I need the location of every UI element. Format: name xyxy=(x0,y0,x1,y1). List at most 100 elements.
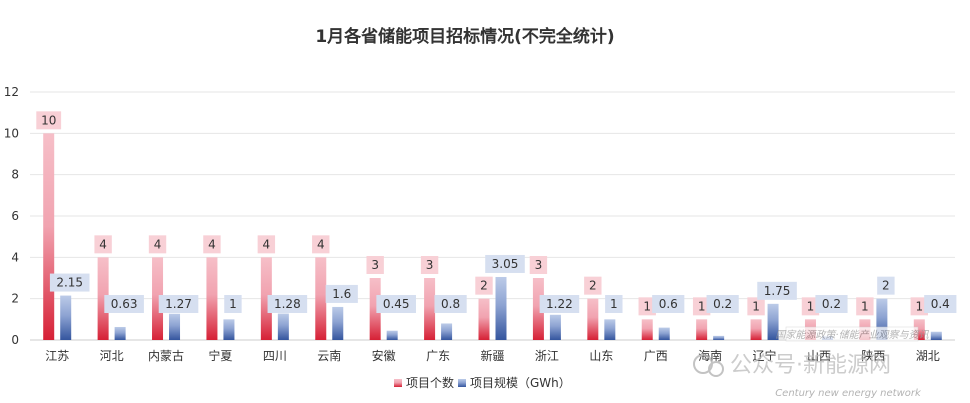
data-label-scale: 2 xyxy=(882,279,890,293)
data-label-scale: 1.75 xyxy=(764,284,791,298)
bar-project-scale xyxy=(332,306,344,340)
data-label-scale: 1 xyxy=(610,297,618,311)
watermark-main-text: 公众号·新能源网 xyxy=(730,353,891,378)
data-label-count: 4 xyxy=(317,237,325,251)
data-label-count: 4 xyxy=(99,237,107,251)
bar-project-count xyxy=(315,257,327,340)
x-category-label: 辽宁 xyxy=(753,348,777,363)
bar-project-scale xyxy=(169,313,181,340)
data-label-box xyxy=(706,295,739,313)
data-label-count: 3 xyxy=(371,258,379,272)
bar-project-scale xyxy=(277,313,289,340)
legend-swatch-scale xyxy=(458,379,466,387)
data-label-count: 4 xyxy=(154,237,162,251)
data-label-box xyxy=(652,295,685,313)
data-label-scale: 0.4 xyxy=(931,297,950,311)
x-category-label: 新疆 xyxy=(480,348,504,363)
data-label-scale: 3.05 xyxy=(492,257,519,271)
data-label-count: 3 xyxy=(535,258,543,272)
x-category-label: 河北 xyxy=(100,349,124,363)
data-label-box xyxy=(257,235,276,254)
data-label-scale: 1.28 xyxy=(274,297,301,311)
data-label-count: 1 xyxy=(915,299,923,313)
x-category-label: 湖北 xyxy=(916,348,940,363)
bar-project-scale xyxy=(604,319,616,340)
bar-project-count xyxy=(369,278,381,340)
data-label-count: 1 xyxy=(861,299,869,313)
x-category-label: 陕西 xyxy=(861,348,885,363)
data-label-box xyxy=(692,297,711,316)
data-label-box xyxy=(529,256,548,274)
data-label-box xyxy=(36,111,62,130)
bar-project-count xyxy=(696,319,708,340)
chart-title: 1月各省储能项目招标情况(不完全统计) xyxy=(315,26,614,47)
x-category-label: 宁夏 xyxy=(208,348,232,363)
bar-project-count xyxy=(97,257,109,340)
data-label-scale: 0.2 xyxy=(713,297,732,311)
x-category-label: 四川 xyxy=(263,349,287,363)
x-category-label: 云南 xyxy=(317,348,341,363)
bar-project-count xyxy=(478,298,490,340)
data-label-scale: 1.6 xyxy=(332,287,351,301)
bar-project-scale xyxy=(60,295,72,340)
data-label-scale: 0.63 xyxy=(111,297,138,311)
x-axis: 江苏 河北 内蒙古 宁夏 四川 云南 安徽 广东 新疆 浙江 山东 广西 海南 辽宁 山西 陕西 湖北 xyxy=(45,348,940,363)
data-label-box xyxy=(584,276,602,295)
data-label-box xyxy=(638,297,656,316)
y-tick-label: 0 xyxy=(11,333,19,347)
data-label-box xyxy=(910,297,928,316)
bar-project-count xyxy=(424,278,436,340)
data-label-count: 2 xyxy=(589,279,597,293)
data-label-box xyxy=(94,235,112,254)
data-label-count: 3 xyxy=(426,258,434,272)
data-label-box xyxy=(148,235,167,254)
data-label-count: 1 xyxy=(752,299,760,313)
data-label-box xyxy=(325,284,358,303)
bar-project-scale xyxy=(713,335,725,340)
bar-project-scale xyxy=(930,331,942,340)
bar-project-scale xyxy=(495,276,507,340)
x-category-label: 山西 xyxy=(807,349,831,363)
wechat-logo-icon xyxy=(693,354,724,377)
data-label-count: 4 xyxy=(208,237,216,251)
legend-swatch-count xyxy=(394,379,402,387)
y-tick-label: 12 xyxy=(4,85,19,99)
data-label-count: 1 xyxy=(807,299,815,313)
data-label-box xyxy=(856,297,874,316)
data-label-box xyxy=(158,295,199,313)
data-label-box xyxy=(605,295,623,313)
data-label-box xyxy=(539,295,580,313)
data-label-box xyxy=(49,273,90,292)
y-tick-label: 8 xyxy=(11,168,19,182)
x-category-label: 浙江 xyxy=(535,349,559,363)
bar-series xyxy=(43,133,942,340)
data-label-count: 4 xyxy=(263,237,271,251)
data-label-box xyxy=(366,256,384,274)
data-label-scale: 1 xyxy=(229,297,237,311)
data-label-box xyxy=(747,297,765,316)
bar-project-scale xyxy=(549,314,561,340)
data-label-box xyxy=(475,276,493,295)
x-category-label: 山东 xyxy=(589,349,613,363)
watermark: 国家能源政策·储能产业观察与资讯 公众号·新能源网 Century new en… xyxy=(693,326,930,399)
data-label-box xyxy=(104,295,144,313)
legend: 项目个数 项目规模（GWh） xyxy=(394,375,571,390)
bar-project-count xyxy=(587,298,599,340)
bar-project-count xyxy=(913,319,925,340)
data-label-scale: 0.45 xyxy=(383,297,410,311)
data-label-count: 10 xyxy=(41,113,56,127)
y-tick-label: 10 xyxy=(4,126,19,140)
bar-project-scale xyxy=(876,298,888,340)
data-label-box xyxy=(420,256,439,274)
x-category-label: 广西 xyxy=(644,349,668,363)
bar-project-count xyxy=(750,319,762,340)
legend-label-scale: 项目规模（GWh） xyxy=(470,375,571,390)
data-label-box xyxy=(801,297,820,316)
y-tick-label: 4 xyxy=(11,250,19,264)
data-label-box xyxy=(203,235,221,254)
data-label-count: 1 xyxy=(698,299,706,313)
x-category-label: 内蒙古 xyxy=(148,348,184,363)
x-category-label: 江苏 xyxy=(45,349,69,363)
x-category-label: 海南 xyxy=(698,348,722,363)
y-axis: 0 2 4 6 8 10 12 xyxy=(4,85,19,347)
